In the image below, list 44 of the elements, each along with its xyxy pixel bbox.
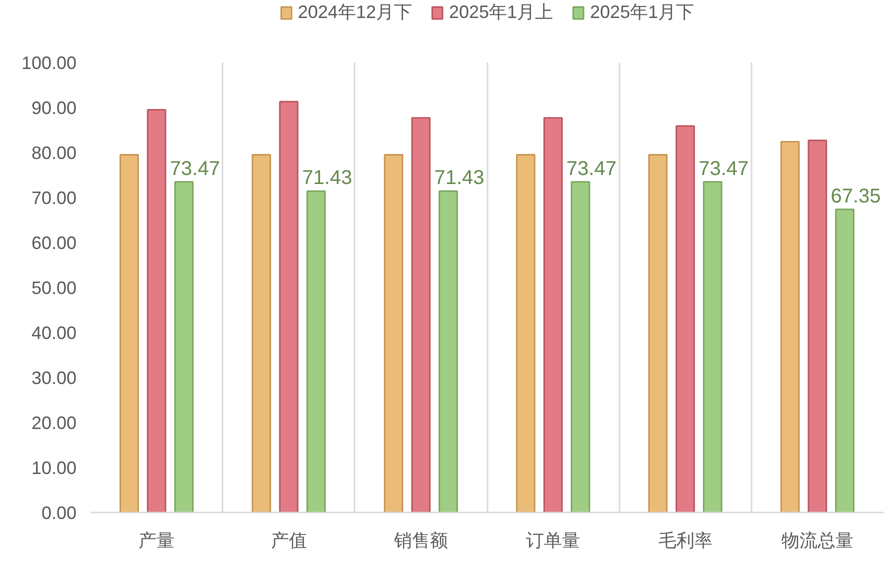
x-tick-label: 订单量: [526, 530, 580, 550]
x-tick-label: 毛利率: [658, 530, 712, 550]
y-tick-label: 0.00: [41, 503, 77, 523]
bar: [808, 140, 828, 512]
bar: [835, 208, 854, 512]
data-label: 73.47: [170, 158, 220, 180]
x-tick-label: 产量: [138, 530, 175, 550]
x-tick-label: 物流总量: [781, 530, 854, 550]
y-tick-label: 20.00: [31, 413, 77, 433]
x-tick-label: 产值: [270, 530, 307, 550]
bar: [174, 181, 194, 512]
bar: [252, 154, 272, 512]
y-tick-label: 50.00: [31, 278, 77, 298]
bar: [411, 117, 431, 512]
bar: [279, 100, 298, 512]
bar: [438, 190, 458, 512]
bar: [676, 125, 695, 512]
y-tick-label: 70.00: [31, 188, 77, 208]
bar: [543, 117, 563, 512]
y-tick-label: 80.00: [31, 143, 77, 163]
y-tick-label: 30.00: [31, 368, 77, 388]
data-label: 73.47: [698, 158, 749, 180]
bar: [648, 154, 668, 512]
legend-label: 2025年1月上: [448, 1, 554, 24]
data-label: 73.47: [566, 158, 616, 180]
x-tick-label: 销售额: [392, 530, 448, 550]
bar: [570, 181, 590, 512]
legend-label: 2024年12月下: [298, 1, 412, 24]
bar: [516, 154, 536, 512]
data-label: 67.35: [830, 185, 881, 208]
bar: [146, 109, 166, 512]
data-label: 71.43: [302, 167, 352, 190]
legend-label: 2025年1月下: [590, 1, 694, 24]
y-tick-label: 90.00: [31, 98, 77, 118]
bar: [384, 154, 404, 512]
bar: [306, 190, 326, 512]
y-tick-label: 60.00: [31, 233, 77, 253]
bar: [702, 181, 722, 512]
bar: [780, 140, 800, 512]
y-tick-label: 10.00: [31, 458, 77, 478]
y-tick-label: 40.00: [31, 323, 77, 343]
bar: [120, 154, 139, 512]
data-label: 71.43: [434, 167, 484, 190]
y-tick-label: 100.00: [21, 53, 77, 73]
